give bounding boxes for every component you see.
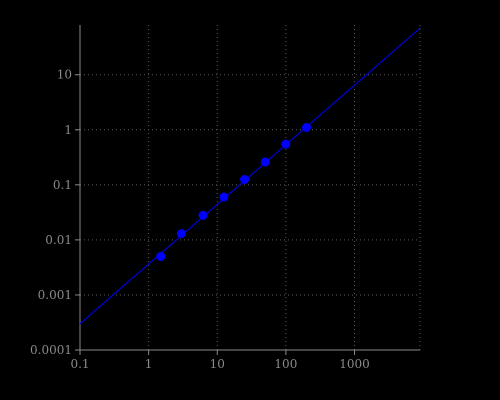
x-tick-label: 100 [274,357,297,371]
data-point [302,122,312,132]
x-tick-label: 1 [145,357,153,371]
data-point [240,174,250,184]
x-tick-label: 10 [210,357,225,371]
series [79,27,421,325]
data-point [281,139,291,149]
data-point [219,192,229,202]
data-point [260,157,270,167]
ticks: 0.1 1 10 100 1000 0.0001 0.001 0.01 0.1 1 10 [30,68,370,371]
data-point [156,251,166,261]
axes [79,25,420,351]
y-tick-label: 0.001 [38,288,72,302]
data-point [198,210,208,220]
y-tick-label: 0.1 [53,178,72,192]
grid [80,25,421,350]
fit-line [79,27,421,325]
y-tick-label: 1 [64,123,72,137]
x-tick-label: 1000 [339,357,370,371]
y-tick-label: 0.0001 [30,343,72,357]
x-tick-label: 0.1 [70,357,89,371]
data-point [176,229,186,239]
y-tick-label: 0.01 [45,233,72,247]
y-tick-label: 10 [57,68,72,82]
